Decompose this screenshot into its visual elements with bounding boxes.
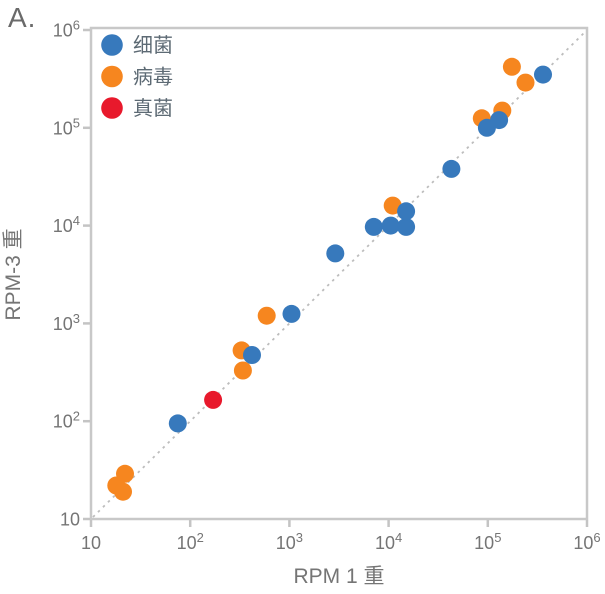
data-point-细菌	[534, 65, 552, 84]
data-point-细菌	[490, 111, 509, 130]
plot-frame	[89, 26, 589, 521]
y-axis-tick-label: 106	[53, 18, 80, 41]
y-axis-tick-label: 105	[53, 115, 80, 138]
legend-swatch-真菌	[101, 97, 123, 119]
data-point-细菌	[442, 159, 461, 178]
x-axis-label: RPM 1 重	[293, 565, 384, 588]
figure-label: A.	[8, 2, 37, 33]
legend-label-细菌: 细菌	[133, 34, 173, 57]
data-point-细菌	[282, 304, 301, 323]
x-axis-tick-label: 103	[276, 530, 303, 553]
data-point-细菌	[381, 216, 400, 235]
data-point-病毒	[233, 361, 252, 380]
x-axis-tick-label: 10	[81, 533, 101, 553]
data-point-细菌	[326, 244, 345, 263]
data-point-细菌	[243, 346, 261, 364]
y-axis-tick-label: 102	[53, 409, 80, 432]
legend-label-真菌: 真菌	[133, 97, 173, 120]
data-point-细菌	[397, 217, 416, 236]
data-point-细菌	[168, 414, 187, 433]
x-axis-tick-label: 105	[474, 530, 501, 553]
data-point-病毒	[116, 464, 134, 483]
data-point-真菌	[204, 390, 223, 409]
data-point-病毒	[502, 57, 521, 76]
x-axis-tick-label: 104	[375, 530, 402, 553]
data-point-病毒	[257, 306, 276, 325]
legend-swatch-病毒	[101, 65, 123, 88]
data-point-病毒	[516, 73, 535, 92]
data-point-细菌	[397, 202, 416, 221]
legend-swatch-细菌	[101, 34, 123, 56]
y-axis-tick-label: 104	[53, 213, 80, 236]
data-point-细菌	[364, 217, 383, 236]
x-axis-tick-label: 102	[177, 530, 204, 553]
x-axis-tick-label: 106	[573, 530, 600, 553]
data-point-病毒	[114, 482, 132, 501]
legend-label-病毒: 病毒	[133, 66, 173, 89]
y-axis-label: RPM-3 重	[2, 228, 25, 320]
y-axis-tick-label: 103	[53, 311, 80, 334]
y-axis-tick-label: 10	[60, 510, 80, 530]
